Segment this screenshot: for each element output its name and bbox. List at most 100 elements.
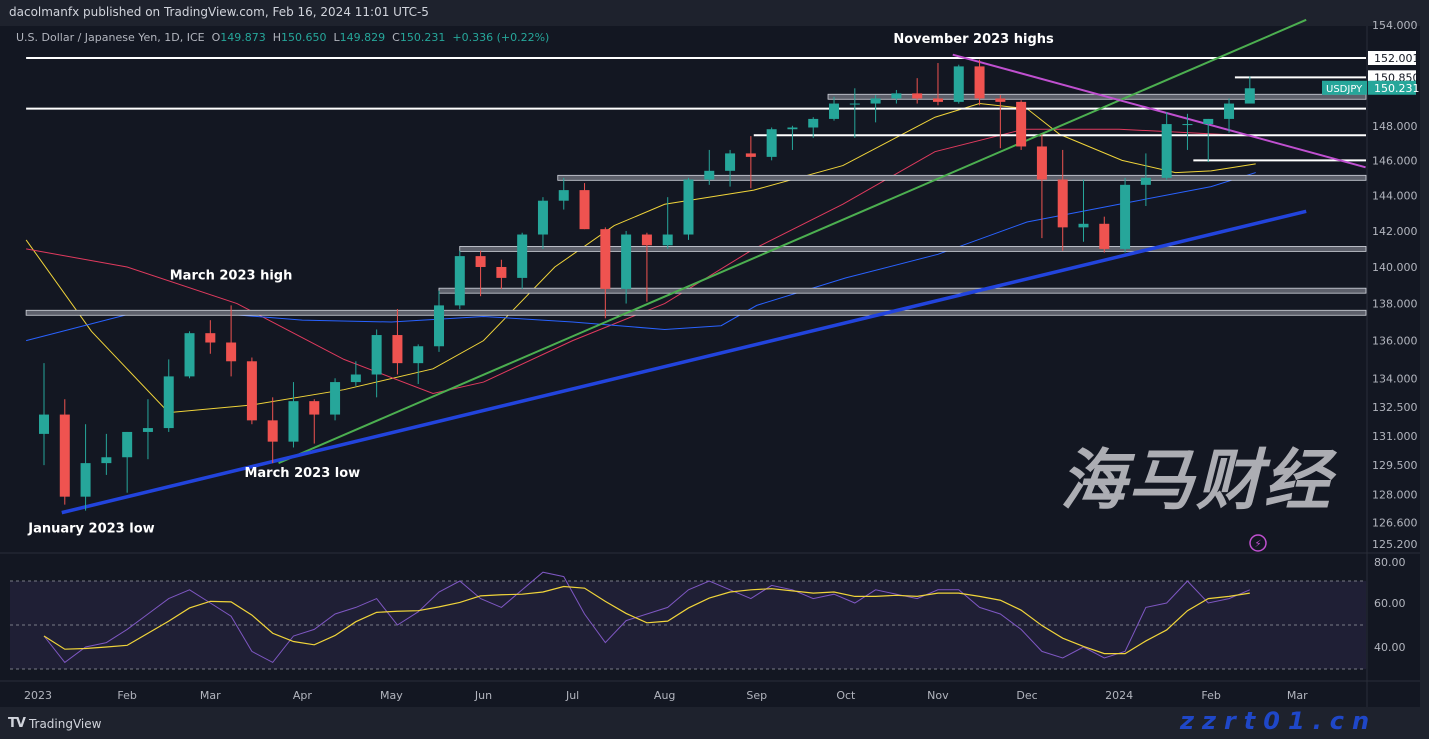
candle-body — [288, 401, 299, 442]
candle-body — [621, 234, 632, 289]
candle — [995, 95, 1006, 149]
candle — [350, 361, 361, 386]
price-tick-label: 134.000 — [1372, 372, 1418, 385]
candle — [1161, 112, 1172, 180]
candle — [1057, 149, 1068, 251]
footer — [0, 708, 1429, 739]
candle-body — [787, 127, 798, 130]
price-level-badge-label: 152.001 — [1374, 52, 1420, 65]
candle-body — [641, 234, 652, 246]
candle-body — [1016, 101, 1027, 147]
brand-name: TradingView — [28, 716, 102, 731]
time-tick-label: Dec — [1016, 689, 1037, 702]
candle — [392, 309, 403, 375]
time-tick-label: Nov — [927, 689, 949, 702]
candle — [59, 399, 70, 505]
price-tick-label: 142.000 — [1372, 225, 1418, 238]
candle — [1140, 153, 1151, 207]
candle-body — [1078, 223, 1089, 228]
candle-body — [579, 190, 590, 230]
green-trendline — [278, 18, 1307, 465]
candle — [330, 378, 341, 421]
open-label: O — [211, 31, 221, 44]
candle — [808, 117, 819, 138]
candle-body — [1036, 146, 1047, 180]
candle-body — [953, 66, 964, 102]
price-tick-label: 138.000 — [1372, 298, 1418, 311]
candle-body — [849, 103, 860, 105]
lightning-glyph: ⚡ — [1254, 539, 1261, 550]
candle — [891, 89, 902, 104]
annotation-label: March 2023 low — [244, 466, 360, 481]
candle-body — [475, 256, 486, 267]
candle-body — [912, 93, 923, 99]
candle — [662, 197, 673, 249]
support-zone-9 — [25, 309, 1367, 316]
candle-body — [725, 153, 736, 171]
candle-body — [974, 66, 985, 99]
candle — [434, 290, 445, 352]
candle-body — [932, 98, 943, 102]
candle-body — [39, 414, 49, 434]
candle-body — [995, 98, 1006, 102]
watermark-url: zzrt01.cn — [1180, 707, 1378, 735]
low-value: 149.829 — [339, 31, 386, 44]
price-tick-label: 154.000 — [1372, 19, 1418, 32]
candle-body — [142, 428, 153, 432]
candle-body — [496, 266, 507, 278]
candle — [496, 259, 507, 289]
candle-body — [1244, 88, 1255, 104]
high-label: H — [272, 31, 282, 44]
time-tick-label: Mar — [200, 689, 221, 702]
tv-logo-icon: TV — [8, 716, 26, 731]
candle — [226, 305, 237, 377]
candle — [1224, 98, 1235, 133]
time-tick-label: Jul — [565, 689, 579, 702]
change-value: +0.336 (+0.22%) — [452, 31, 550, 44]
time-tick-label: Sep — [746, 689, 767, 702]
price-tick-label: 129.500 — [1372, 459, 1418, 472]
time-tick-label: Aug — [654, 689, 675, 702]
sma-200-line — [25, 172, 1256, 342]
candle-body — [683, 179, 694, 235]
rsi-line — [43, 571, 1251, 664]
candle — [1099, 216, 1110, 253]
candle — [704, 149, 715, 185]
support-zone-6 — [557, 174, 1367, 181]
candle — [454, 250, 465, 310]
candle — [246, 357, 257, 425]
candle-body — [59, 414, 70, 497]
candle — [205, 320, 216, 354]
annotation-label: March 2023 high — [170, 269, 293, 284]
price-tick-label: 125.200 — [1372, 538, 1418, 551]
rsi-ma-line — [43, 585, 1250, 655]
candle-body — [392, 335, 403, 364]
candle — [974, 59, 985, 106]
published-info: dacolmanfx published on TradingView.com,… — [9, 5, 429, 19]
symbol-badge — [1322, 80, 1367, 95]
candle — [288, 382, 299, 448]
chart-area[interactable] — [0, 26, 1420, 707]
symbol-badge-label: USDJPY — [1326, 84, 1363, 95]
candle-body — [1161, 124, 1172, 178]
support-zone-8 — [438, 287, 1367, 294]
rsi-tick-label: 60.00 — [1374, 597, 1406, 610]
candle-body — [163, 376, 174, 429]
sma-50-line — [25, 103, 1256, 414]
candle — [1078, 179, 1089, 242]
tradingview-logo[interactable]: TV TradingView — [8, 716, 101, 731]
candle-body — [745, 153, 756, 157]
candle-body — [1224, 103, 1235, 119]
close-label: C — [392, 31, 400, 44]
candle-body — [829, 103, 840, 119]
candle-body — [246, 361, 257, 421]
candle-body — [1182, 124, 1193, 126]
low-label: L — [333, 31, 340, 44]
candle — [1203, 118, 1214, 163]
candle — [537, 197, 548, 249]
candle — [953, 64, 964, 104]
price-tick-label: 136.000 — [1372, 335, 1418, 348]
watermark-chinese: 海马财经 — [1060, 442, 1332, 519]
candle — [621, 230, 632, 304]
